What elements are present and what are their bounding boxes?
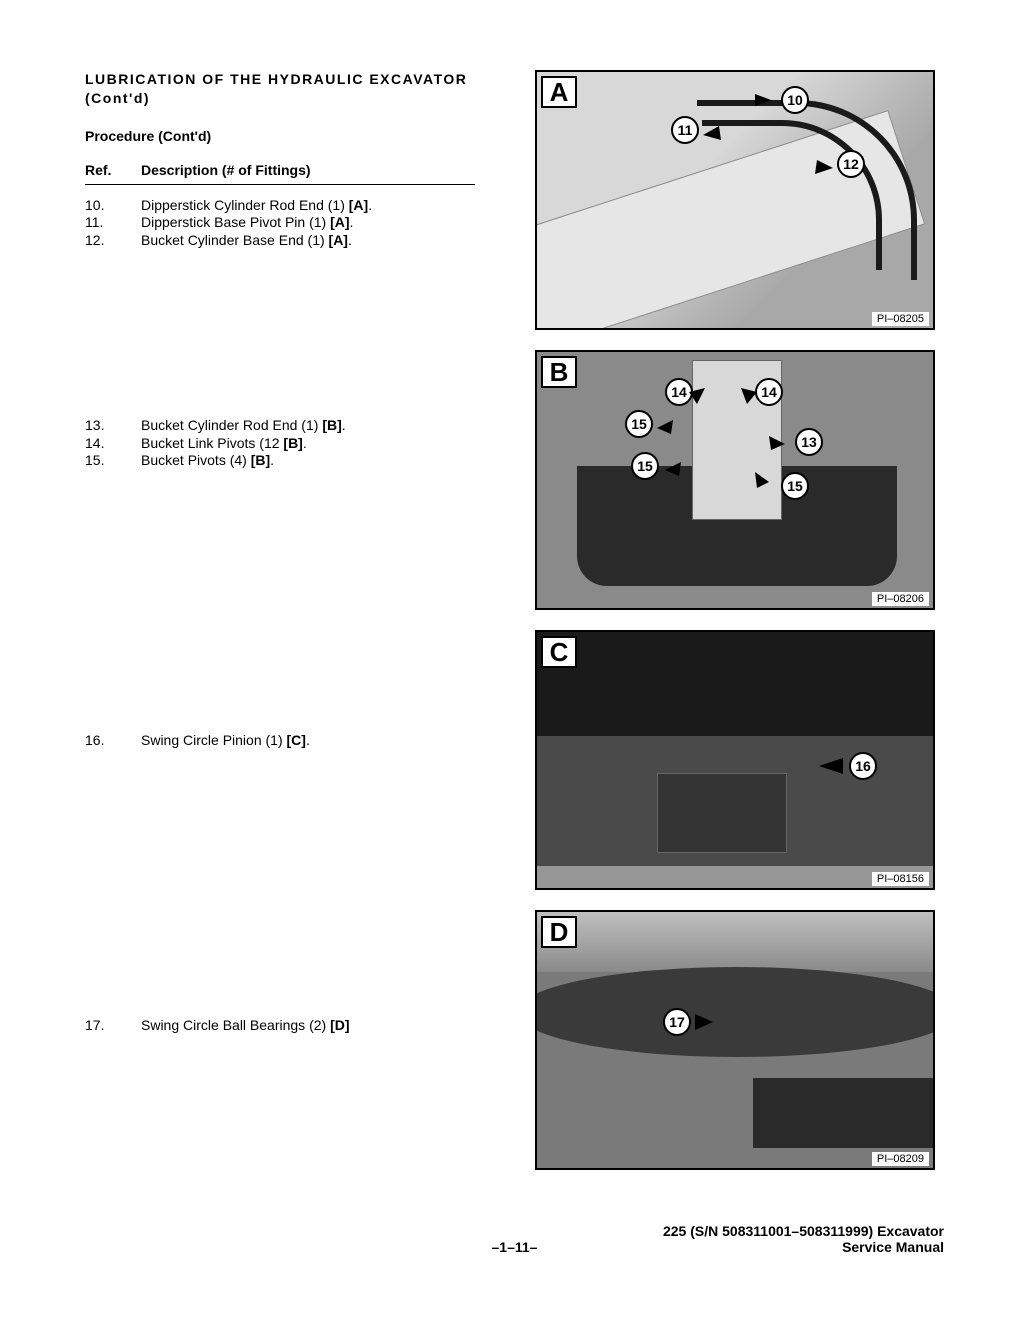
- section-title: LUBRICATION OF THE HYDRAULIC EXCAVATOR (…: [85, 70, 475, 108]
- item-desc: Bucket Pivots (4) [B].: [141, 452, 274, 470]
- callout-15: 15: [625, 410, 653, 438]
- item-row: 15. Bucket Pivots (4) [B].: [85, 452, 475, 470]
- callout-12: 12: [837, 150, 865, 178]
- header-desc: Description (# of Fittings): [141, 162, 311, 178]
- callout-10: 10: [781, 86, 809, 114]
- figure-letter: B: [541, 356, 577, 388]
- figure-a: A 10 11 12 PI–08205: [535, 70, 935, 330]
- item-row: 12. Bucket Cylinder Base End (1) [A].: [85, 232, 475, 250]
- procedure-heading: Procedure (Cont'd): [85, 128, 475, 144]
- item-desc: Bucket Cylinder Rod End (1) [B].: [141, 417, 346, 435]
- item-num: 15.: [85, 452, 123, 470]
- item-desc: Bucket Link Pivots (12 [B].: [141, 435, 307, 453]
- item-num: 12.: [85, 232, 123, 250]
- callout-15: 15: [631, 452, 659, 480]
- group-c-items: 16. Swing Circle Pinion (1) [C].: [85, 732, 475, 750]
- callout-14: 14: [755, 378, 783, 406]
- callout-15: 15: [781, 472, 809, 500]
- item-desc: Swing Circle Pinion (1) [C].: [141, 732, 310, 750]
- item-num: 13.: [85, 417, 123, 435]
- footer-right: 225 (S/N 508311001–508311999) Excavator …: [663, 1223, 944, 1255]
- item-desc: Bucket Cylinder Base End (1) [A].: [141, 232, 352, 250]
- figure-letter: A: [541, 76, 577, 108]
- page-footer: –1–11– 225 (S/N 508311001–508311999) Exc…: [85, 1223, 944, 1255]
- page-number: –1–11–: [492, 1239, 538, 1255]
- group-a-items: 10. Dipperstick Cylinder Rod End (1) [A]…: [85, 197, 475, 250]
- figure-caption: PI–08156: [872, 872, 929, 886]
- figure-b: B 14 14 15 13 15 15 PI–08206: [535, 350, 935, 610]
- table-header: Ref. Description (# of Fittings): [85, 162, 475, 185]
- callout-16: 16: [849, 752, 877, 780]
- figure-caption: PI–08209: [872, 1152, 929, 1166]
- item-num: 11.: [85, 214, 123, 232]
- callout-13: 13: [795, 428, 823, 456]
- group-b-items: 13. Bucket Cylinder Rod End (1) [B]. 14.…: [85, 417, 475, 470]
- item-row: 17. Swing Circle Ball Bearings (2) [D]: [85, 1017, 475, 1035]
- callout-17: 17: [663, 1008, 691, 1036]
- item-num: 16.: [85, 732, 123, 750]
- item-num: 14.: [85, 435, 123, 453]
- item-row: 10. Dipperstick Cylinder Rod End (1) [A]…: [85, 197, 475, 215]
- figure-letter: C: [541, 636, 577, 668]
- figure-c: C 16 PI–08156: [535, 630, 935, 890]
- item-desc: Dipperstick Base Pivot Pin (1) [A].: [141, 214, 353, 232]
- item-row: 11. Dipperstick Base Pivot Pin (1) [A].: [85, 214, 475, 232]
- figure-letter: D: [541, 916, 577, 948]
- group-d-items: 17. Swing Circle Ball Bearings (2) [D]: [85, 1017, 475, 1035]
- item-row: 13. Bucket Cylinder Rod End (1) [B].: [85, 417, 475, 435]
- item-desc: Swing Circle Ball Bearings (2) [D]: [141, 1017, 350, 1035]
- callout-11: 11: [671, 116, 699, 144]
- header-ref: Ref.: [85, 162, 123, 178]
- callout-14: 14: [665, 378, 693, 406]
- item-num: 17.: [85, 1017, 123, 1035]
- figure-d: D 17 PI–08209: [535, 910, 935, 1170]
- item-num: 10.: [85, 197, 123, 215]
- figure-caption: PI–08206: [872, 592, 929, 606]
- left-column: LUBRICATION OF THE HYDRAULIC EXCAVATOR (…: [85, 70, 475, 1190]
- item-row: 14. Bucket Link Pivots (12 [B].: [85, 435, 475, 453]
- right-column: A 10 11 12 PI–08205 B 14 14 15 13 15 15: [535, 70, 935, 1190]
- item-row: 16. Swing Circle Pinion (1) [C].: [85, 732, 475, 750]
- figure-caption: PI–08205: [872, 312, 929, 326]
- item-desc: Dipperstick Cylinder Rod End (1) [A].: [141, 197, 372, 215]
